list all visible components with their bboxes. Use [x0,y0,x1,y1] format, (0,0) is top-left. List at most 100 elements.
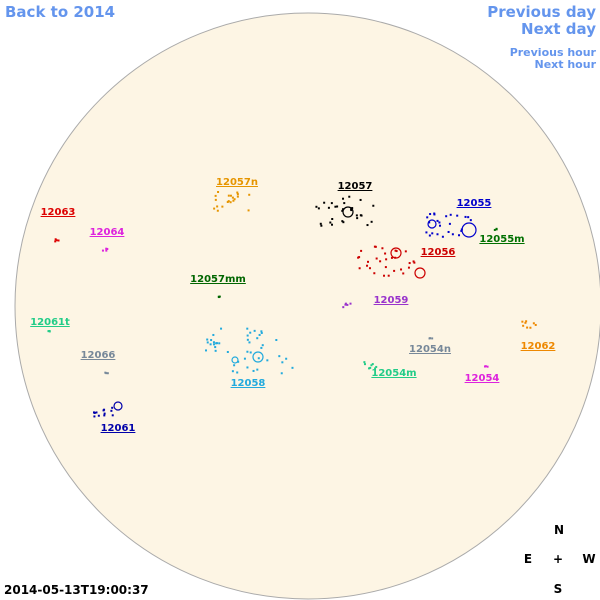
spot [438,221,441,224]
spot [291,366,294,369]
compass-east: E [524,552,532,566]
spot [246,327,249,330]
spot [248,193,251,196]
previous-day-link[interactable]: Previous day [487,3,596,21]
spot [357,256,360,259]
spot [229,194,232,197]
spot [285,357,288,360]
spot [102,409,105,412]
region-label[interactable]: 12057 [338,181,373,192]
spot [55,239,58,242]
spot [212,341,215,344]
spot [334,205,337,208]
spot [431,232,434,235]
region-label[interactable]: 12063 [41,207,76,218]
spot-ring [461,222,477,238]
spot [524,321,527,324]
spot [412,260,415,263]
spot [260,331,263,334]
spot [426,216,429,219]
spot [236,193,239,196]
region-label[interactable]: 12061 [101,423,136,434]
region-label[interactable]: 12055 [457,198,492,209]
spot [256,337,259,340]
spot [247,209,250,212]
spot-ring [342,206,354,218]
spot [384,252,387,255]
spot [372,204,375,207]
spot [390,256,393,259]
spot [330,202,333,205]
spot [447,230,450,233]
spot [214,349,217,352]
next-day-link[interactable]: Next day [521,20,596,38]
spot [436,219,439,222]
spot [425,231,428,234]
region-label[interactable]: 12061t [30,317,70,328]
spot [248,341,251,344]
region-label[interactable]: 12057mm [190,274,246,285]
region-label[interactable]: 12058 [231,378,266,389]
spot [216,209,219,212]
region-label[interactable]: 12059 [374,295,409,306]
spot [258,333,261,336]
spot [221,205,224,208]
spot [431,337,434,340]
region-label[interactable]: 12054n [409,344,451,355]
spot [257,357,260,360]
solar-disk [14,12,600,600]
spot [217,295,220,298]
spot [214,198,217,201]
region-label[interactable]: 12057n [216,177,258,188]
spot [342,306,345,309]
region-label[interactable]: 12056 [421,247,456,258]
region-label[interactable]: 12064 [90,227,125,238]
spot [428,337,431,340]
spot-ring [113,401,123,411]
spot [103,414,106,417]
spot [360,249,363,252]
spot [525,320,528,323]
compass-center: + [553,552,563,566]
region-label[interactable]: 12055m [479,234,524,245]
spot [260,330,263,333]
spot [226,350,229,353]
spot [460,229,463,232]
spot [261,344,264,347]
region-label[interactable]: 12054m [371,368,416,379]
spot [206,338,209,341]
spot [522,324,525,327]
spot [366,224,369,227]
spot [57,239,60,242]
spot [95,411,98,414]
previous-hour-link[interactable]: Previous hour [510,46,597,59]
spot [383,274,386,277]
spot [216,205,219,208]
next-hour-link[interactable]: Next hour [535,58,597,71]
spot [351,207,354,210]
spot [366,264,369,267]
spot [249,351,252,354]
spot [359,198,362,201]
spot [101,249,104,252]
spot [249,331,252,334]
spot [342,221,345,224]
spot [534,323,537,326]
region-label[interactable]: 12066 [81,350,116,361]
spot [408,262,411,265]
spot [317,207,320,210]
spot [315,205,318,208]
spot [350,209,353,212]
region-label[interactable]: 12062 [521,341,556,352]
spot [469,219,472,222]
spot [266,359,269,362]
region-label[interactable]: 12054 [465,373,500,384]
timestamp: 2014-05-13T19:00:37 [4,583,149,597]
spot-ring [252,351,264,363]
spot [449,213,452,216]
back-link[interactable]: Back to 2014 [5,3,115,21]
spot [456,214,459,217]
spot [231,370,234,373]
spot [111,406,114,409]
